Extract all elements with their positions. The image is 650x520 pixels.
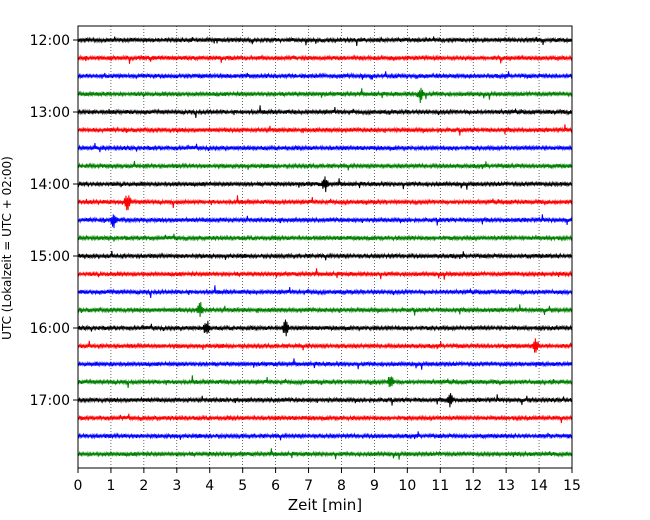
trace-line: [77, 233, 573, 242]
trace-line: [77, 71, 573, 80]
trace-line: [77, 268, 573, 280]
trace-line: [77, 124, 573, 136]
trace-line: [77, 105, 573, 119]
trace-line: [77, 250, 573, 261]
trace-line: [77, 358, 573, 370]
trace-line: [77, 285, 573, 299]
x-tick-label: 4: [205, 478, 214, 494]
plot-frame: [77, 25, 573, 469]
trace-line: [77, 176, 573, 193]
trace-line: [77, 338, 573, 353]
trace-line: [77, 143, 573, 153]
x-tick-label: 8: [337, 478, 346, 494]
trace-line: [77, 413, 573, 424]
trace-line: [77, 87, 573, 104]
y-tick-label: 14:00: [30, 177, 70, 193]
trace-line: [77, 195, 573, 211]
x-tick-label: 9: [370, 478, 379, 494]
x-tick-label: 11: [431, 478, 449, 494]
x-tick-label: 14: [530, 478, 548, 494]
trace-line: [77, 302, 573, 318]
x-tick-label: 6: [271, 478, 280, 494]
trace-line: [77, 36, 573, 47]
x-tick-label: 2: [139, 478, 148, 494]
x-axis-label: Zeit [min]: [288, 496, 362, 514]
y-tick-label: 12:00: [30, 33, 70, 49]
y-tick-label: 13:00: [30, 105, 70, 121]
x-tick-label: 1: [106, 478, 115, 494]
trace-line: [77, 319, 573, 337]
x-tick-label: 13: [497, 478, 515, 494]
x-tick-label: 12: [464, 478, 482, 494]
x-tick-label: 7: [304, 478, 313, 494]
y-axis: 12:00 13:00 14:00 15:00 16:00 17:00: [30, 33, 78, 409]
y-tick-label: 16:00: [30, 321, 70, 337]
x-tick-label: 3: [172, 478, 181, 494]
y-tick-label: 15:00: [30, 249, 70, 265]
trace-line: [77, 160, 573, 171]
trace-line: [77, 375, 573, 389]
x-tick-label: 0: [74, 478, 83, 494]
trace-line: [77, 431, 573, 441]
trace-line: [77, 214, 573, 229]
x-tick-label: 15: [563, 478, 581, 494]
y-tick-label: 17:00: [30, 393, 70, 409]
x-tick-label: 10: [398, 478, 416, 494]
trace-line: [77, 448, 573, 460]
trace-series: [77, 36, 573, 460]
x-axis: 0 1 2 3 4 5 6 7 8 9 10 11 12 13 14 15: [74, 468, 581, 494]
trace-line: [77, 392, 573, 408]
trace-line: [77, 54, 573, 64]
x-tick-label: 5: [238, 478, 247, 494]
y-axis-label: UTC (Lokalzeit = UTC + 02:00): [0, 156, 14, 340]
